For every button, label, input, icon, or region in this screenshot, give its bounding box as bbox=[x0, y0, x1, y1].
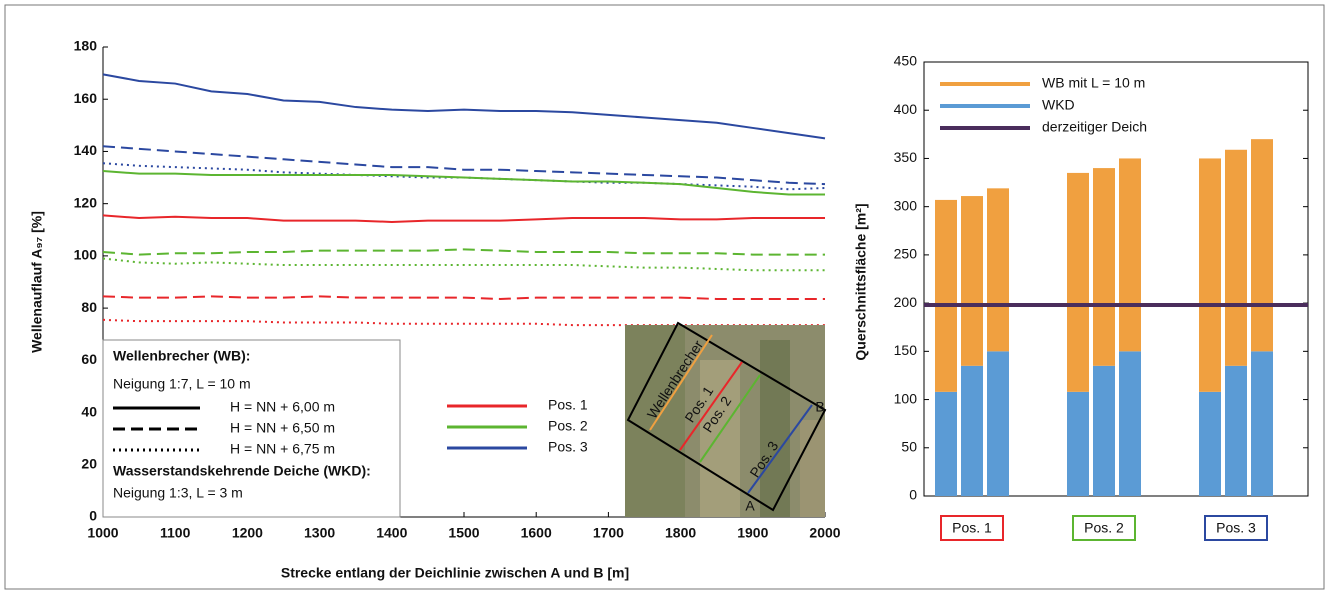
y-tick-label: 80 bbox=[81, 299, 97, 315]
y-axis-label: Wellenauflauf A₉₇ [%] bbox=[29, 211, 45, 353]
y-tick-label: 20 bbox=[81, 455, 97, 471]
data-line bbox=[103, 296, 825, 299]
bar-segment bbox=[935, 200, 957, 392]
data-line bbox=[103, 215, 825, 222]
y-tick-label: 40 bbox=[81, 403, 97, 419]
bar-segment bbox=[1251, 139, 1273, 351]
bar-segment bbox=[1225, 366, 1247, 496]
data-line bbox=[103, 163, 825, 189]
y-tick-label: 200 bbox=[894, 294, 918, 310]
group-label: Pos. 1 bbox=[952, 520, 992, 536]
legend-heading: Wasserstandskehrende Deiche (WKD): bbox=[113, 463, 371, 479]
x-tick-label: 1900 bbox=[737, 525, 768, 541]
x-tick-label: 1800 bbox=[665, 525, 696, 541]
legend-style-label: H = NN + 6,00 m bbox=[230, 399, 335, 415]
bar-segment bbox=[1067, 392, 1089, 496]
legend-heading: Wellenbrecher (WB): bbox=[113, 348, 250, 364]
y-tick-label: 350 bbox=[894, 149, 918, 165]
legend-label: derzeitiger Deich bbox=[1042, 119, 1147, 135]
bar-segment bbox=[1119, 351, 1141, 496]
x-tick-label: 2000 bbox=[809, 525, 840, 541]
legend-label: WB mit L = 10 m bbox=[1042, 75, 1145, 91]
legend-note: Neigung 1:3, L = 3 m bbox=[113, 485, 243, 501]
data-line bbox=[103, 171, 825, 195]
x-tick-label: 1600 bbox=[521, 525, 552, 541]
x-tick-label: 1100 bbox=[160, 525, 191, 541]
y-tick-label: 150 bbox=[894, 342, 918, 358]
legend-style-label: H = NN + 6,75 m bbox=[230, 441, 335, 457]
bar-segment bbox=[1093, 168, 1115, 366]
y-tick-label: 100 bbox=[894, 390, 918, 406]
x-tick-label: 1500 bbox=[448, 525, 479, 541]
legend-note: Neigung 1:7, L = 10 m bbox=[113, 376, 251, 392]
x-axis-label: Strecke entlang der Deichlinie zwischen … bbox=[281, 565, 629, 581]
figure: 0204060801001201401601801000110012001300… bbox=[0, 0, 1330, 594]
y-tick-label: 120 bbox=[74, 194, 98, 210]
legend-label: WKD bbox=[1042, 97, 1075, 113]
y-tick-label: 100 bbox=[74, 247, 98, 263]
y-tick-label: 450 bbox=[894, 53, 918, 69]
x-tick-label: 1300 bbox=[304, 525, 335, 541]
bar-segment bbox=[987, 188, 1009, 351]
y-tick-label: 250 bbox=[894, 246, 918, 262]
y-tick-label: 0 bbox=[909, 487, 917, 503]
bar-segment bbox=[987, 351, 1009, 496]
x-tick-label: 1000 bbox=[87, 525, 118, 541]
y-tick-label: 140 bbox=[74, 142, 98, 158]
x-tick-label: 1200 bbox=[232, 525, 263, 541]
bar-segment bbox=[1199, 158, 1221, 391]
inset-label: B bbox=[815, 399, 824, 415]
legend-label: Pos. 1 bbox=[548, 397, 588, 413]
data-line bbox=[103, 249, 825, 254]
y-tick-label: 400 bbox=[894, 101, 918, 117]
bar-segment bbox=[1067, 173, 1089, 392]
data-line bbox=[103, 320, 825, 325]
bar-segment bbox=[1119, 158, 1141, 351]
y-axis-label: Querschnittsfläche [m²] bbox=[853, 203, 869, 360]
y-tick-label: 300 bbox=[894, 197, 918, 213]
inset-label: A bbox=[745, 498, 755, 514]
legend-label: Pos. 3 bbox=[548, 439, 588, 455]
bar-segment bbox=[1199, 392, 1221, 496]
y-tick-label: 0 bbox=[89, 508, 97, 524]
y-tick-label: 60 bbox=[81, 351, 97, 367]
x-tick-label: 1400 bbox=[376, 525, 407, 541]
group-label: Pos. 2 bbox=[1084, 520, 1124, 536]
data-line bbox=[103, 259, 825, 271]
bar-segment bbox=[935, 392, 957, 496]
legend-label: Pos. 2 bbox=[548, 418, 588, 434]
bar-segment bbox=[1225, 150, 1247, 366]
legend-style-label: H = NN + 6,50 m bbox=[230, 420, 335, 436]
bar-segment bbox=[1093, 366, 1115, 496]
bar-segment bbox=[961, 196, 983, 366]
y-tick-label: 180 bbox=[74, 38, 98, 54]
y-tick-label: 50 bbox=[901, 438, 917, 454]
bar-segment bbox=[961, 366, 983, 496]
y-tick-label: 160 bbox=[74, 90, 98, 106]
x-tick-label: 1700 bbox=[593, 525, 624, 541]
bar-segment bbox=[1251, 351, 1273, 496]
data-line bbox=[103, 74, 825, 138]
group-label: Pos. 3 bbox=[1216, 520, 1256, 536]
